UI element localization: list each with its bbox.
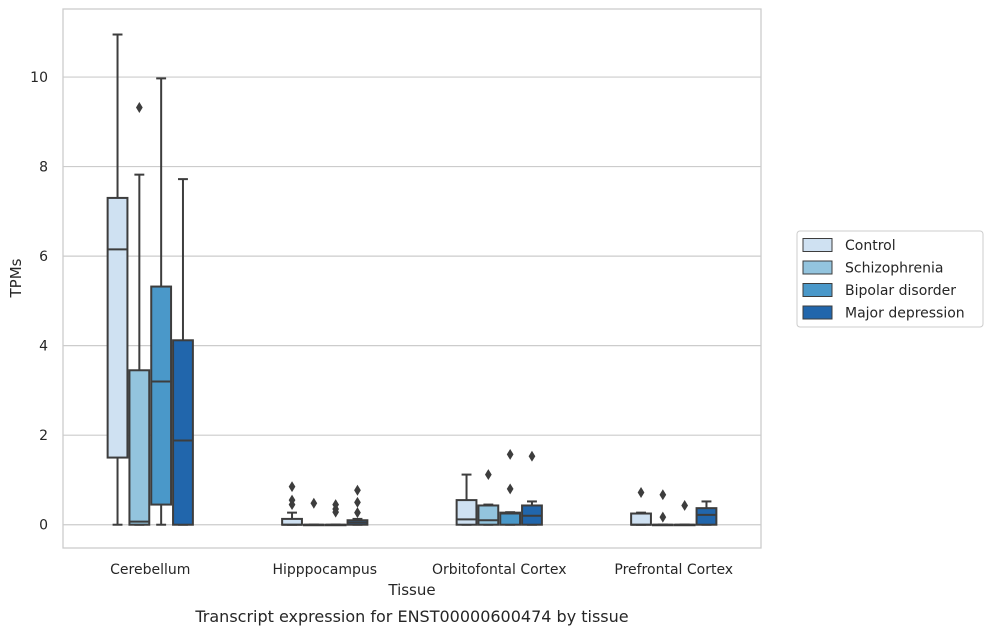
- box-group: [281, 481, 303, 526]
- y-tick-label: 10: [30, 70, 48, 86]
- legend-label: Schizophrenia: [845, 261, 943, 277]
- x-tick-label: Orbitofontal Cortex: [432, 562, 567, 578]
- legend-label: Bipolar disorder: [845, 283, 956, 299]
- outlier-point: [637, 487, 645, 498]
- outlier-point: [332, 499, 340, 511]
- legend-swatch: [802, 260, 833, 275]
- y-tick-label: 2: [39, 428, 48, 444]
- y-tick-label: 0: [39, 518, 48, 534]
- box-group: [302, 497, 325, 527]
- box-group: [346, 484, 369, 526]
- box-body: [106, 196, 129, 459]
- box-body: [128, 369, 151, 526]
- legend-swatch: [802, 283, 833, 297]
- plot-frame: [62, 8, 762, 549]
- box-group: [324, 499, 347, 527]
- outlier-point: [506, 448, 514, 460]
- legend: Control Schizophrenia Bipolar disorder Majo…: [796, 230, 984, 328]
- box-group: [651, 489, 674, 527]
- outlier-point: [288, 481, 296, 493]
- box-group: [521, 450, 543, 526]
- x-tick-label: Prefrontal Cortex: [614, 562, 733, 578]
- y-tick-label: 8: [39, 160, 48, 176]
- box-group: [695, 500, 718, 526]
- box-body: [455, 499, 478, 526]
- outlier-point: [135, 102, 143, 113]
- legend-swatch: [802, 238, 833, 252]
- y-tick-label: 4: [39, 339, 48, 355]
- legend-label: Major depression: [845, 306, 965, 322]
- x-tick-label: Cerebellum: [110, 562, 190, 578]
- y-axis-title: TPMs: [7, 258, 25, 298]
- legend-label: Control: [845, 238, 896, 254]
- box-group: [673, 500, 696, 527]
- box-group: [455, 473, 478, 526]
- box-body: [150, 285, 173, 506]
- x-tick-labels: Cerebellum Hipppocampus Orbitofontal Corte…: [110, 562, 733, 578]
- outlier-point: [354, 507, 361, 519]
- box-body: [695, 507, 718, 526]
- outlier-point: [659, 489, 667, 501]
- box-group: [477, 469, 500, 526]
- outlier-point: [681, 500, 689, 511]
- outlier-point: [354, 496, 361, 508]
- chart-title: Transcript expression for ENST0000060047…: [194, 607, 628, 626]
- legend-swatch: [802, 305, 833, 320]
- outlier-point: [659, 511, 667, 523]
- x-tick-label: Hipppocampus: [272, 562, 377, 578]
- box-body: [630, 512, 652, 526]
- outlier-point: [484, 469, 492, 481]
- x-axis-title: Tissue: [387, 581, 435, 599]
- outlier-point: [288, 494, 296, 506]
- box-group: [128, 102, 151, 526]
- box-group: [106, 33, 129, 526]
- legend-frame: [796, 230, 984, 328]
- outlier-point: [528, 450, 536, 462]
- y-tick-labels: 0 2 4 6 8 10: [30, 70, 48, 534]
- y-tick-label: 6: [39, 249, 48, 265]
- box-group: [172, 178, 194, 526]
- box-body: [477, 504, 500, 526]
- box-body: [172, 339, 194, 526]
- outlier-point: [506, 483, 514, 495]
- box-group: [630, 487, 652, 526]
- outlier-point: [310, 497, 318, 509]
- box-marks: [106, 33, 718, 527]
- box-group: [499, 448, 522, 526]
- outlier-point: [354, 484, 361, 496]
- box-group: [150, 77, 173, 526]
